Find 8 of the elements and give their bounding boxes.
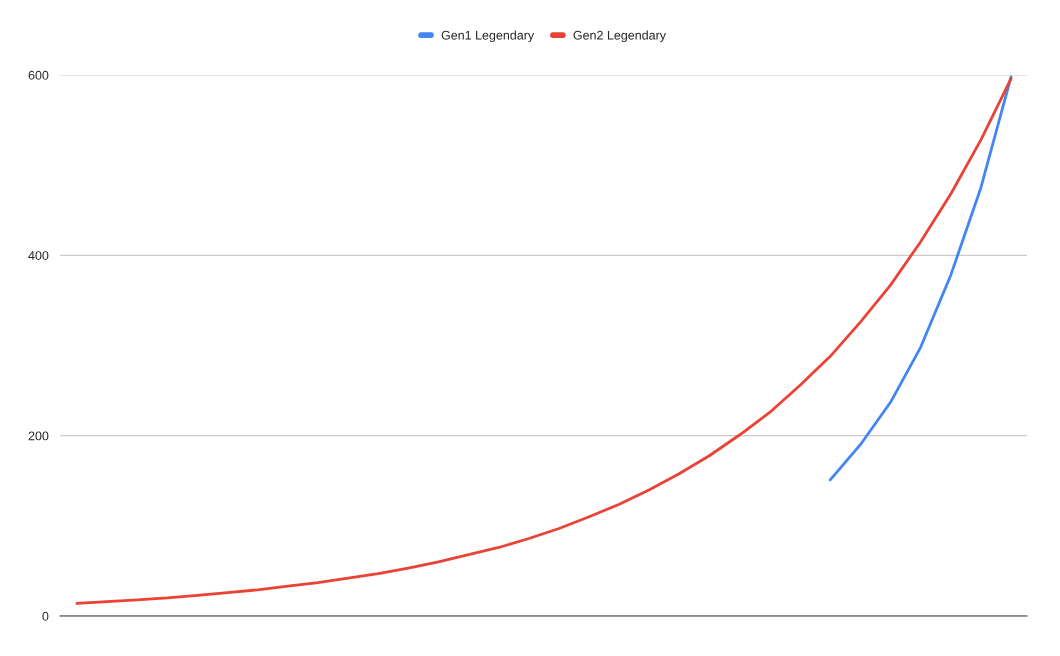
legend-label: Gen1 Legendary	[441, 30, 535, 43]
y-tick-label: 400	[28, 251, 49, 260]
y-tick-label: 600	[28, 70, 49, 80]
line-series	[828, 75, 1013, 482]
y-tick-label: 200	[28, 431, 49, 441]
line-series	[75, 77, 1013, 605]
y-tick-label: 0	[42, 611, 49, 621]
legend-label: Gen2 Legendary	[573, 30, 666, 43]
